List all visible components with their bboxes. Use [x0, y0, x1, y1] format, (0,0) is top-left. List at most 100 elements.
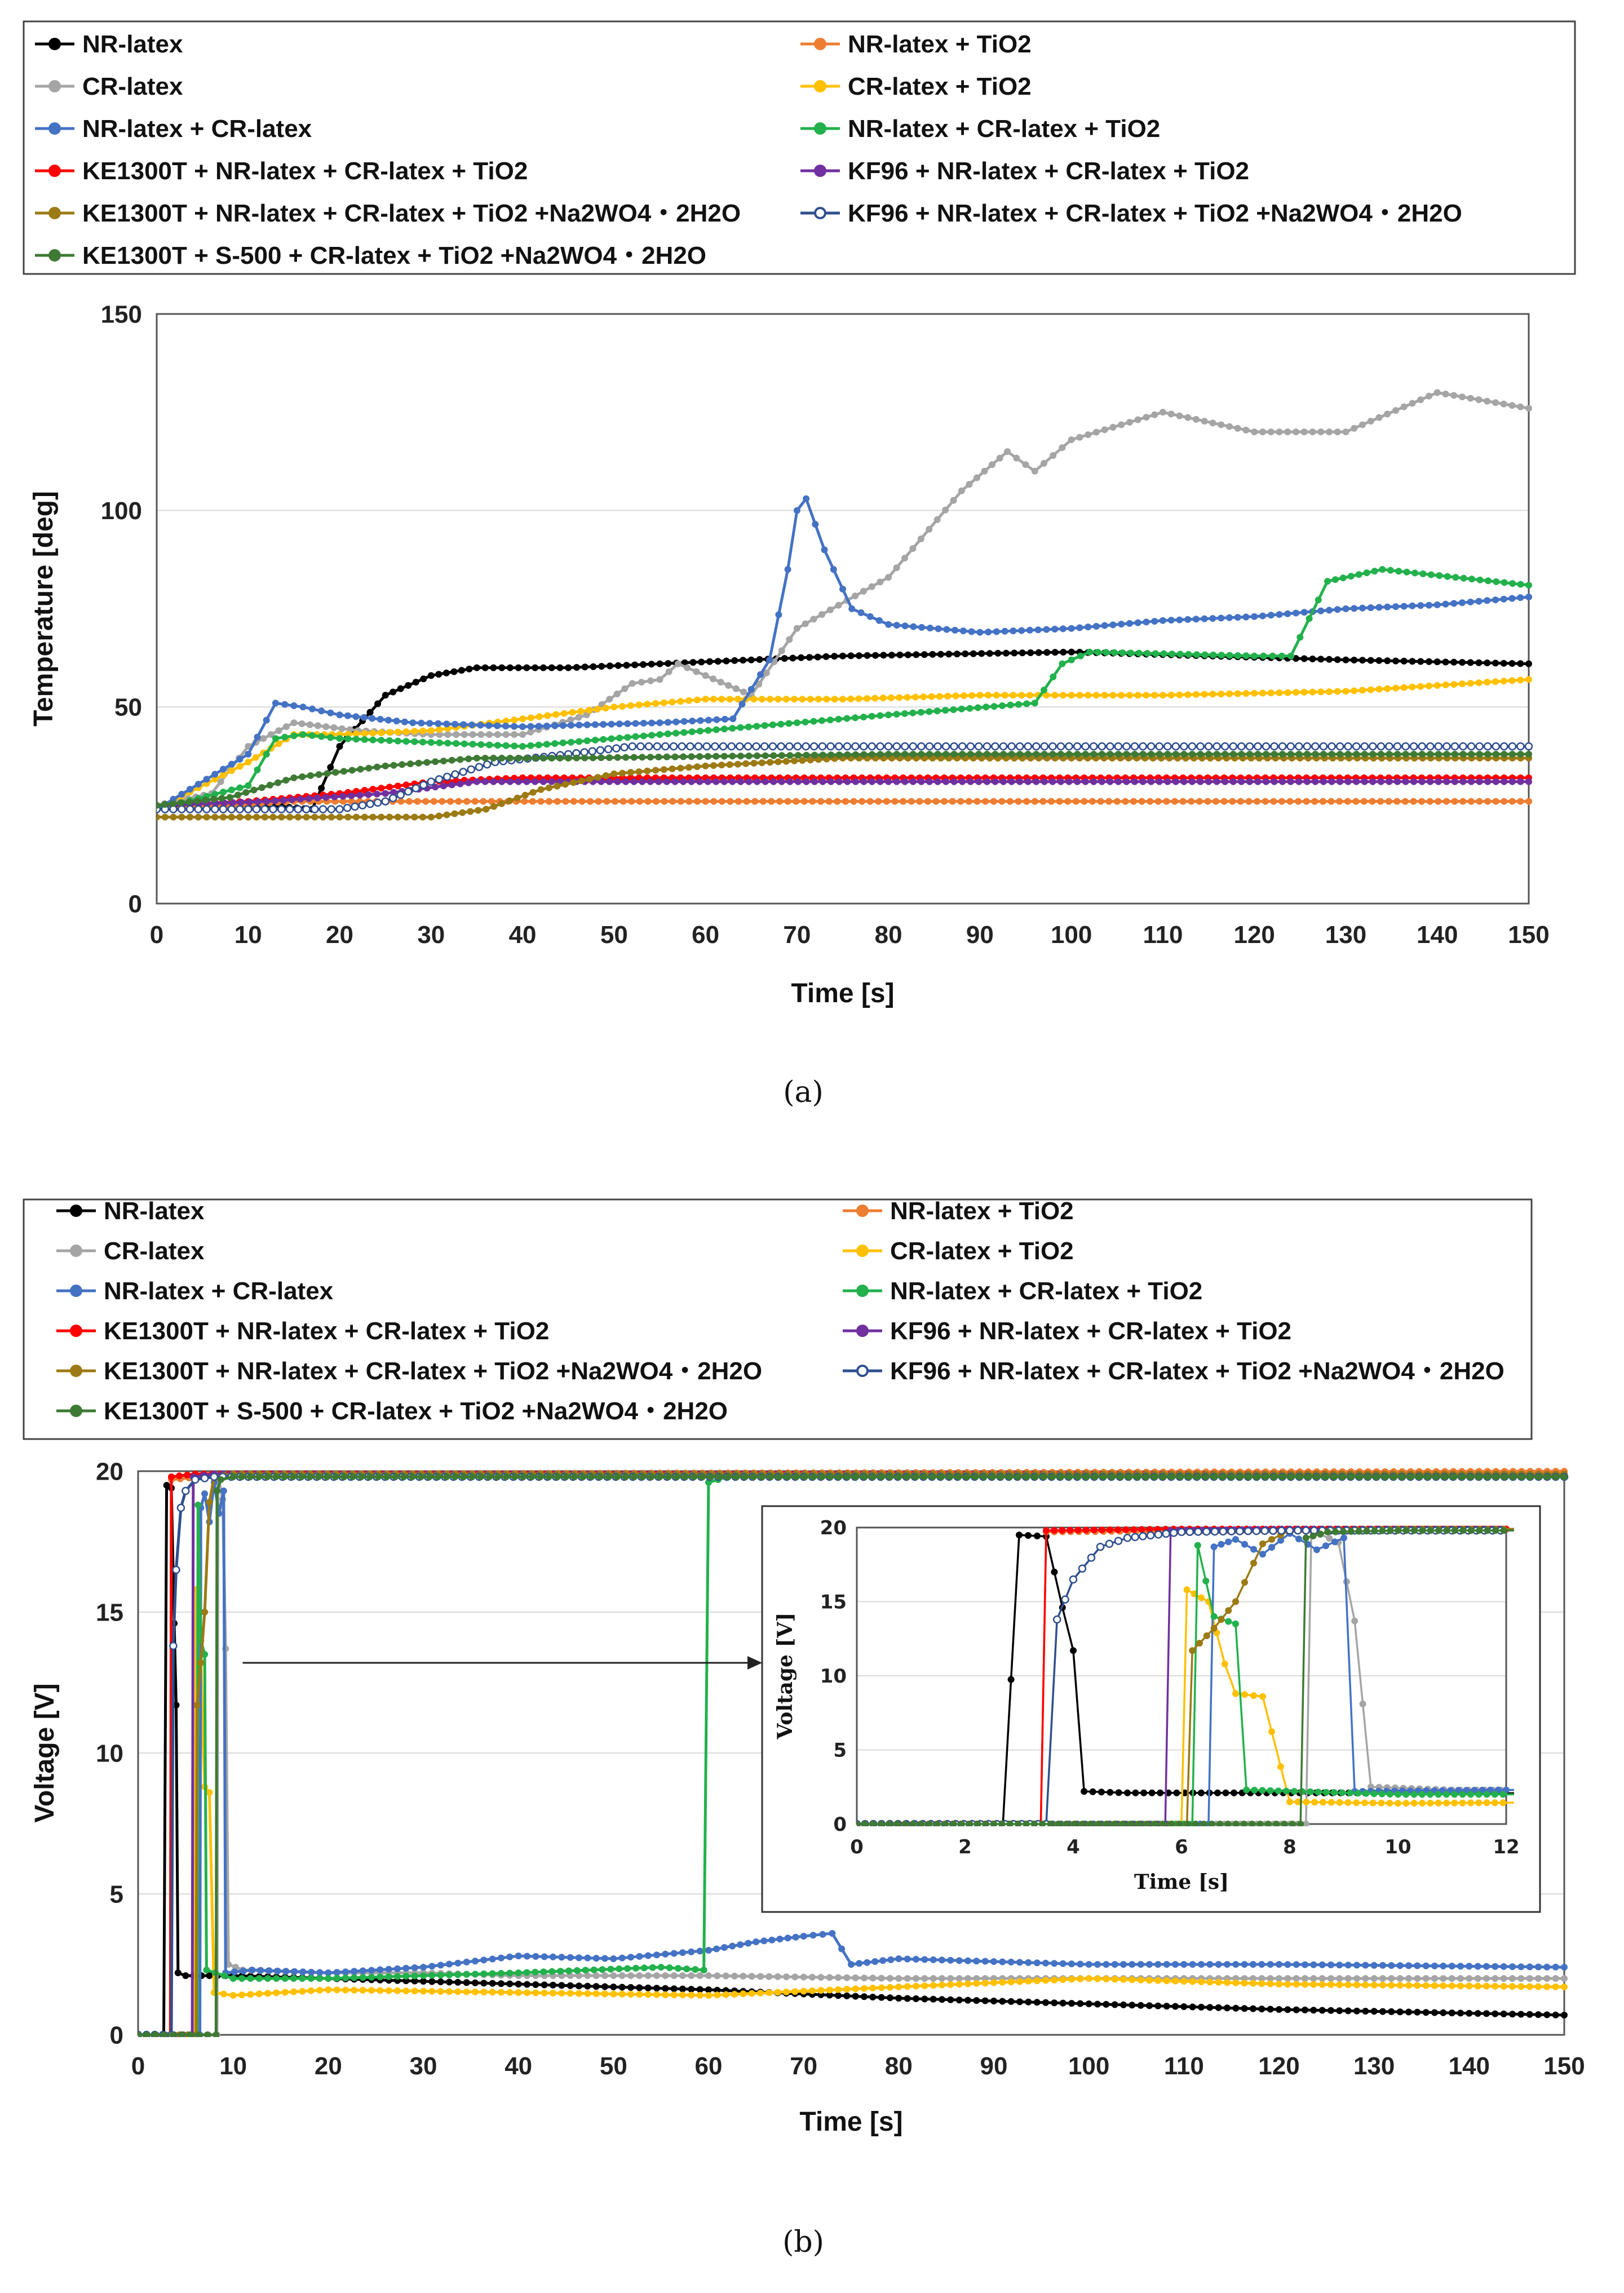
- data-point: [393, 718, 400, 725]
- data-point: [1451, 751, 1458, 758]
- data-point: [839, 586, 846, 593]
- data-point: [1202, 1528, 1211, 1536]
- data-point: [754, 752, 761, 759]
- data-point: [1048, 742, 1057, 751]
- data-point: [1279, 1473, 1286, 1480]
- data-point: [369, 813, 377, 821]
- data-point: [1392, 603, 1399, 610]
- data-point: [966, 1821, 973, 1826]
- data-point: [1339, 1789, 1346, 1796]
- data-point: [1433, 389, 1441, 396]
- data-point: [392, 1473, 399, 1480]
- data-point: [1107, 751, 1114, 758]
- data-point: [1041, 751, 1048, 758]
- data-point: [698, 658, 705, 666]
- data-point: [913, 1975, 919, 1982]
- data-point: [934, 778, 941, 785]
- data-point: [669, 798, 676, 805]
- data-point: [1475, 659, 1483, 666]
- data-point: [247, 1975, 254, 1982]
- data-point: [524, 1989, 530, 1997]
- data-point: [366, 800, 374, 808]
- data-point: [982, 798, 989, 805]
- data-point: [994, 649, 1002, 657]
- data-point: [1160, 650, 1167, 657]
- x-tick-label: 20: [315, 2052, 342, 2080]
- data-point: [652, 767, 660, 774]
- data-point: [857, 609, 865, 616]
- data-point: [1378, 1790, 1386, 1798]
- data-point: [704, 778, 711, 785]
- data-point: [1369, 751, 1377, 758]
- data-point: [308, 705, 316, 712]
- data-point: [475, 763, 484, 771]
- data-point: [1043, 626, 1050, 633]
- data-point: [1232, 1620, 1239, 1627]
- data-point: [636, 1991, 643, 1998]
- data-point: [1024, 751, 1032, 758]
- data-point: [1112, 1821, 1118, 1826]
- data-point: [740, 1972, 747, 1980]
- data-point: [1552, 1975, 1559, 1982]
- data-point: [985, 692, 992, 699]
- data-point: [930, 1995, 937, 2003]
- data-point: [901, 622, 909, 630]
- data-point: [826, 1986, 833, 1994]
- data-point: [178, 791, 185, 798]
- data-point: [1185, 1528, 1194, 1536]
- data-point: [1385, 798, 1392, 805]
- data-point: [138, 2031, 141, 2037]
- data-point: [688, 1986, 695, 1993]
- data-point: [875, 798, 882, 805]
- data-point: [1059, 444, 1066, 451]
- data-point: [929, 650, 936, 658]
- data-point: [776, 1936, 784, 1942]
- data-point: [260, 805, 269, 813]
- data-point: [489, 1989, 496, 1996]
- data-point: [1435, 1791, 1442, 1798]
- data-point: [895, 1975, 902, 1982]
- data-point: [1509, 2011, 1516, 2018]
- data-point: [1561, 1473, 1568, 1480]
- data-point: [1228, 1473, 1235, 1480]
- data-point: [1467, 659, 1474, 666]
- data-point: [1097, 798, 1104, 805]
- legend-label: CR-latex + TiO2: [890, 1237, 1074, 1265]
- data-point: [477, 741, 485, 748]
- data-point: [1188, 798, 1195, 805]
- data-point: [545, 784, 552, 791]
- data-point: [1185, 1473, 1192, 1480]
- legend-label: NR-latex + TiO2: [890, 1197, 1074, 1225]
- data-point: [1509, 1975, 1516, 1982]
- data-point: [1277, 1526, 1286, 1535]
- data-point: [1085, 1961, 1092, 1968]
- data-point: [1214, 1789, 1221, 1796]
- data-point: [1431, 1975, 1438, 1982]
- legend-label: KE1300T + S-500 + CR-latex + TiO2 +Na2WO…: [82, 242, 706, 269]
- data-point: [958, 742, 967, 751]
- data-point: [1474, 1975, 1481, 1982]
- data-point: [1202, 1473, 1210, 1480]
- data-point: [1078, 1564, 1087, 1573]
- data-point: [1484, 597, 1491, 604]
- data-point: [1049, 778, 1056, 785]
- data-point: [168, 1473, 175, 1480]
- data-point: [1015, 701, 1022, 708]
- data-point: [844, 751, 851, 758]
- data-point: [850, 798, 857, 805]
- data-point: [1467, 1473, 1474, 1480]
- data-point: [375, 1473, 382, 1480]
- data-point: [1375, 414, 1383, 421]
- data-point: [1384, 685, 1391, 692]
- data-point: [959, 778, 966, 785]
- data-point: [299, 1987, 306, 1995]
- data-point: [660, 766, 667, 773]
- data-point: [490, 664, 497, 671]
- data-point: [229, 1975, 237, 1982]
- data-point: [560, 710, 568, 717]
- data-point: [1457, 1975, 1464, 1982]
- data-point: [653, 1951, 660, 1959]
- data-point: [1410, 1800, 1418, 1807]
- data-point: [550, 1953, 556, 1960]
- data-point: [1450, 392, 1458, 399]
